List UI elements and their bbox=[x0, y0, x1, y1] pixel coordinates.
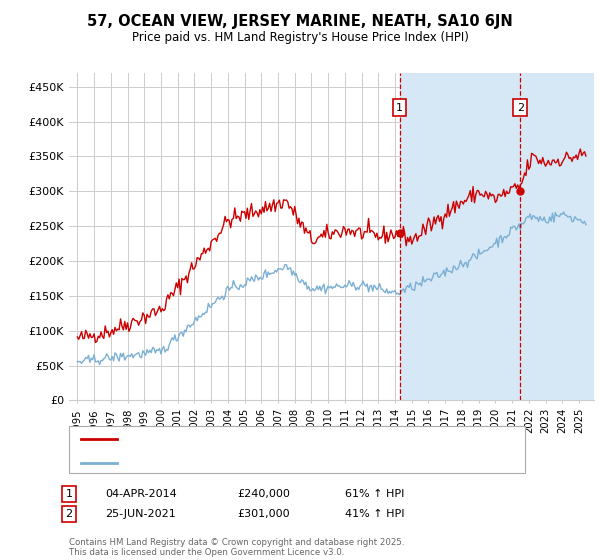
Text: Price paid vs. HM Land Registry's House Price Index (HPI): Price paid vs. HM Land Registry's House … bbox=[131, 31, 469, 44]
Text: HPI: Average price, detached house, Neath Port Talbot: HPI: Average price, detached house, Neat… bbox=[123, 458, 406, 468]
Text: £240,000: £240,000 bbox=[237, 489, 290, 499]
Text: 04-APR-2014: 04-APR-2014 bbox=[105, 489, 177, 499]
Text: Contains HM Land Registry data © Crown copyright and database right 2025.
This d: Contains HM Land Registry data © Crown c… bbox=[69, 538, 404, 557]
Text: 25-JUN-2021: 25-JUN-2021 bbox=[105, 509, 176, 519]
Text: £301,000: £301,000 bbox=[237, 509, 290, 519]
Text: 57, OCEAN VIEW, JERSEY MARINE, NEATH, SA10 6JN: 57, OCEAN VIEW, JERSEY MARINE, NEATH, SA… bbox=[87, 14, 513, 29]
Text: 41% ↑ HPI: 41% ↑ HPI bbox=[345, 509, 404, 519]
Text: 57, OCEAN VIEW, JERSEY MARINE, NEATH, SA10 6JN (detached house): 57, OCEAN VIEW, JERSEY MARINE, NEATH, SA… bbox=[123, 434, 487, 444]
Bar bbox=[400, 73, 594, 400]
Text: 2: 2 bbox=[517, 102, 524, 113]
Text: 1: 1 bbox=[396, 102, 403, 113]
Text: 61% ↑ HPI: 61% ↑ HPI bbox=[345, 489, 404, 499]
Text: 2: 2 bbox=[65, 509, 73, 519]
Text: 1: 1 bbox=[65, 489, 73, 499]
